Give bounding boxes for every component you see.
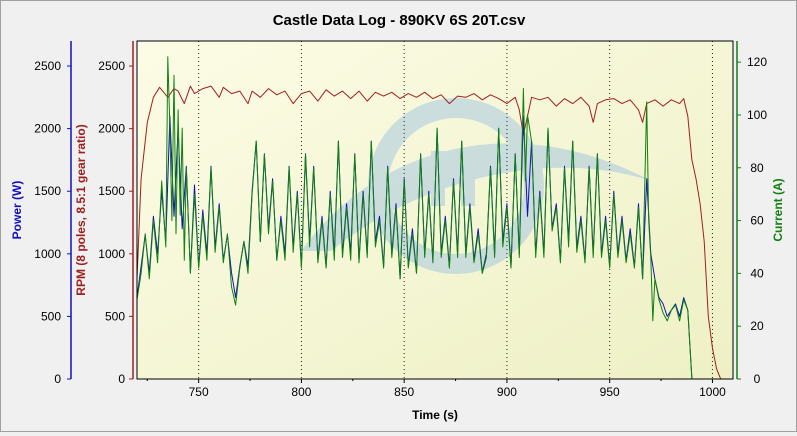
current-series-line [136, 56, 713, 380]
current-tick-label: 120 [747, 55, 767, 69]
x-tick-label: 800 [291, 385, 311, 399]
power-tick-label: 1500 [34, 184, 61, 198]
current-tick-label: 100 [747, 108, 767, 122]
watermark-logo [301, 98, 651, 274]
current-tick-label: 0 [754, 372, 761, 386]
power-axis-label: Power (W) [10, 181, 24, 240]
current-tick-label: 20 [750, 319, 764, 333]
current-tick-label: 80 [750, 161, 764, 175]
x-tick-label: 1000 [699, 385, 726, 399]
rpm-tick-label: 1000 [98, 247, 125, 261]
power-tick-label: 2000 [34, 122, 61, 136]
current-tick-label: 60 [750, 214, 764, 228]
current-tick-label: 40 [750, 266, 764, 280]
rpm-tick-label: 1500 [98, 184, 125, 198]
x-tick-label: 900 [497, 385, 517, 399]
rpm-tick-label: 2000 [98, 122, 125, 136]
power-tick-label: 1000 [34, 247, 61, 261]
power-tick-label: 0 [54, 372, 61, 386]
rpm-series-line [136, 85, 725, 380]
x-tick-label: 950 [600, 385, 620, 399]
series-layer [136, 56, 725, 380]
rpm-axis-label: RPM (8 poles, 8.5:1 gear ratio) [74, 124, 88, 295]
current-axis-label: Current (A) [771, 178, 785, 241]
x-tick-label: 750 [189, 385, 209, 399]
plot-frame [136, 40, 734, 380]
rpm-tick-label: 0 [118, 372, 125, 386]
x-axis-label: Time (s) [412, 408, 458, 422]
rpm-tick-label: 500 [105, 309, 125, 323]
rpm-tick-label: 2500 [98, 59, 125, 73]
x-tick-label: 850 [394, 385, 414, 399]
power-tick-label: 2500 [34, 59, 61, 73]
chart-title: Castle Data Log - 890KV 6S 20T.csv [273, 12, 526, 29]
power-tick-label: 500 [41, 309, 61, 323]
